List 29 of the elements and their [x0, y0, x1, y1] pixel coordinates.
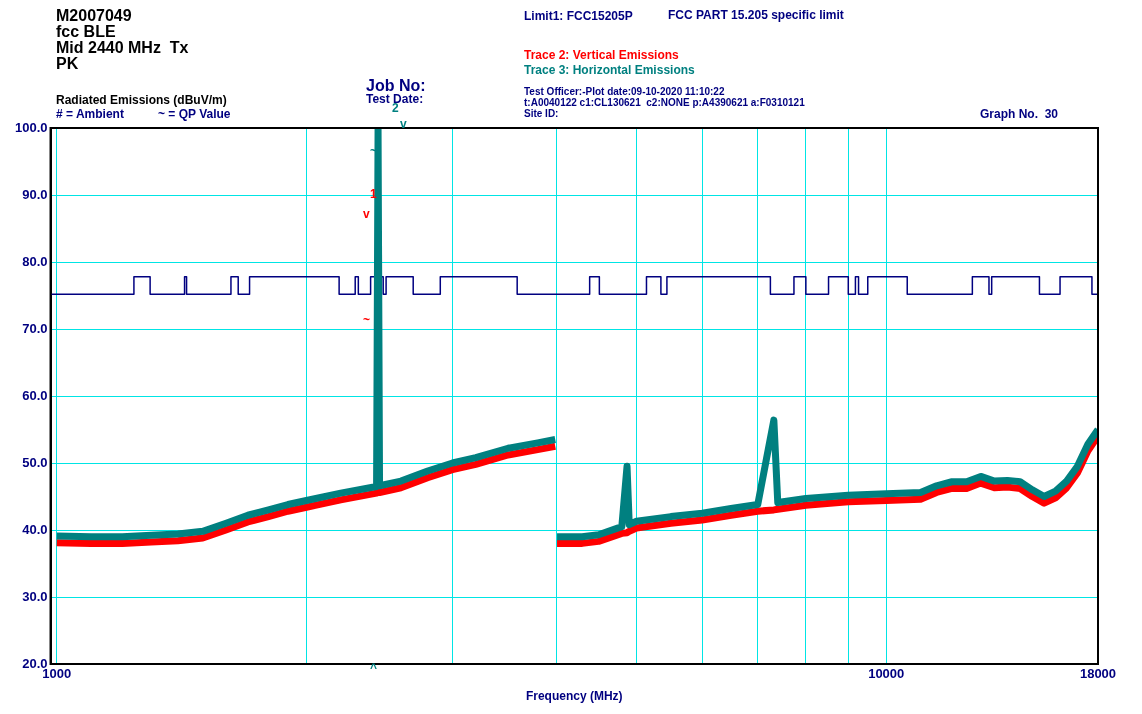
- y-tick-label: 40.0: [22, 521, 48, 537]
- chart-subtitle: fcc BLE Mid 2440 MHz Tx PK: [56, 23, 189, 72]
- x-tick-label: 18000: [1079, 666, 1117, 682]
- text: FCC PART 15.205 specific limit: [668, 8, 844, 23]
- text: ~ = QP Value: [158, 107, 231, 122]
- text: Test Officer:-Plot date:09-10-2020 11:10:22: [524, 86, 725, 97]
- text: t:A0040122 c1:CL130621 c2:NONE p:A4390621 a:F0310121: [524, 97, 805, 108]
- y-tick-label: 70.0: [22, 320, 48, 336]
- text: Trace 3: Horizontal Emissions: [524, 63, 695, 78]
- text: Job No:: [366, 77, 426, 94]
- text: Limit1: FCC15205P: [524, 9, 633, 23]
- text: Site ID:: [524, 108, 559, 119]
- annotation: 1: [370, 187, 377, 202]
- text: Graph No. 30: [980, 107, 1059, 122]
- text: Trace 2: Vertical Emissions: [524, 48, 680, 63]
- annotation: ^: [370, 661, 378, 676]
- y-tick-label: 30.0: [22, 588, 48, 604]
- annotation: v: [363, 207, 370, 222]
- text: # = Ambient: [56, 107, 124, 122]
- y-tick-label: 60.0: [22, 387, 48, 403]
- annotation: ~: [363, 313, 371, 328]
- y-tick-label: 100.0: [14, 119, 48, 135]
- x-axis-title: Frequency (MHz): [525, 689, 623, 704]
- y-axis-title: Radiated Emissions (dBuV/m): [56, 93, 227, 107]
- y-tick-label: 80.0: [22, 253, 48, 269]
- y-tick-label: 90.0: [22, 186, 48, 202]
- y-tick-label: 50.0: [22, 454, 48, 470]
- x-tick-label: 10000: [868, 666, 905, 682]
- chart-title: M2007049: [56, 7, 133, 24]
